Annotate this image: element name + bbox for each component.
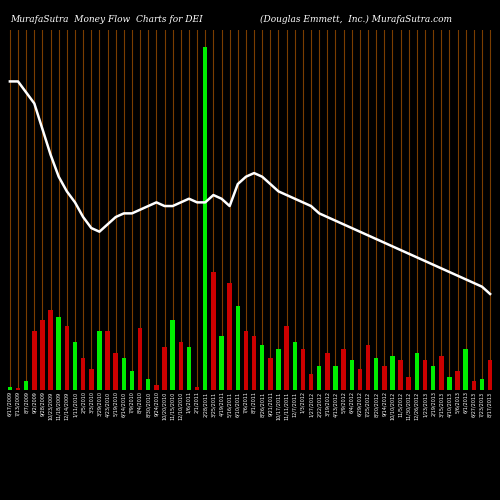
Bar — [236, 306, 240, 390]
Bar — [390, 356, 394, 390]
Bar — [40, 320, 44, 390]
Bar — [342, 350, 346, 390]
Bar — [472, 382, 476, 390]
Bar — [252, 336, 256, 390]
Bar — [325, 352, 330, 390]
Bar — [333, 366, 338, 390]
Bar — [431, 366, 436, 390]
Bar — [130, 370, 134, 390]
Bar — [162, 347, 167, 390]
Bar — [456, 370, 460, 390]
Bar — [146, 380, 150, 390]
Bar — [186, 347, 191, 390]
Bar — [73, 342, 77, 390]
Bar — [398, 360, 403, 390]
Bar — [480, 380, 484, 390]
Bar — [382, 366, 386, 390]
Bar — [106, 331, 110, 390]
Bar — [358, 368, 362, 390]
Bar — [211, 272, 216, 390]
Bar — [114, 352, 118, 390]
Bar — [32, 331, 36, 390]
Bar — [300, 350, 305, 390]
Bar — [317, 366, 322, 390]
Bar — [56, 317, 61, 390]
Bar — [423, 360, 427, 390]
Bar — [154, 384, 158, 390]
Bar — [8, 387, 12, 390]
Bar — [350, 360, 354, 390]
Bar — [228, 283, 232, 390]
Bar — [488, 360, 492, 390]
Bar — [16, 388, 20, 390]
Bar — [268, 358, 272, 390]
Bar — [447, 377, 452, 390]
Text: MurafaSutra  Money Flow  Charts for DEI: MurafaSutra Money Flow Charts for DEI — [10, 15, 202, 24]
Text: (Douglas Emmett,  Inc.) MurafaSutra.com: (Douglas Emmett, Inc.) MurafaSutra.com — [260, 15, 452, 24]
Bar — [414, 352, 419, 390]
Bar — [122, 358, 126, 390]
Bar — [170, 320, 175, 390]
Bar — [97, 331, 102, 390]
Bar — [203, 47, 207, 390]
Bar — [138, 328, 142, 390]
Bar — [284, 326, 289, 390]
Bar — [178, 342, 183, 390]
Bar — [366, 345, 370, 390]
Bar — [195, 387, 200, 390]
Bar — [374, 358, 378, 390]
Bar — [81, 358, 86, 390]
Bar — [24, 382, 28, 390]
Bar — [244, 331, 248, 390]
Bar — [439, 356, 444, 390]
Bar — [89, 368, 94, 390]
Bar — [64, 326, 69, 390]
Bar — [260, 345, 264, 390]
Bar — [464, 350, 468, 390]
Bar — [276, 350, 280, 390]
Bar — [309, 374, 314, 390]
Bar — [406, 377, 411, 390]
Bar — [48, 310, 53, 390]
Bar — [292, 342, 297, 390]
Bar — [220, 336, 224, 390]
